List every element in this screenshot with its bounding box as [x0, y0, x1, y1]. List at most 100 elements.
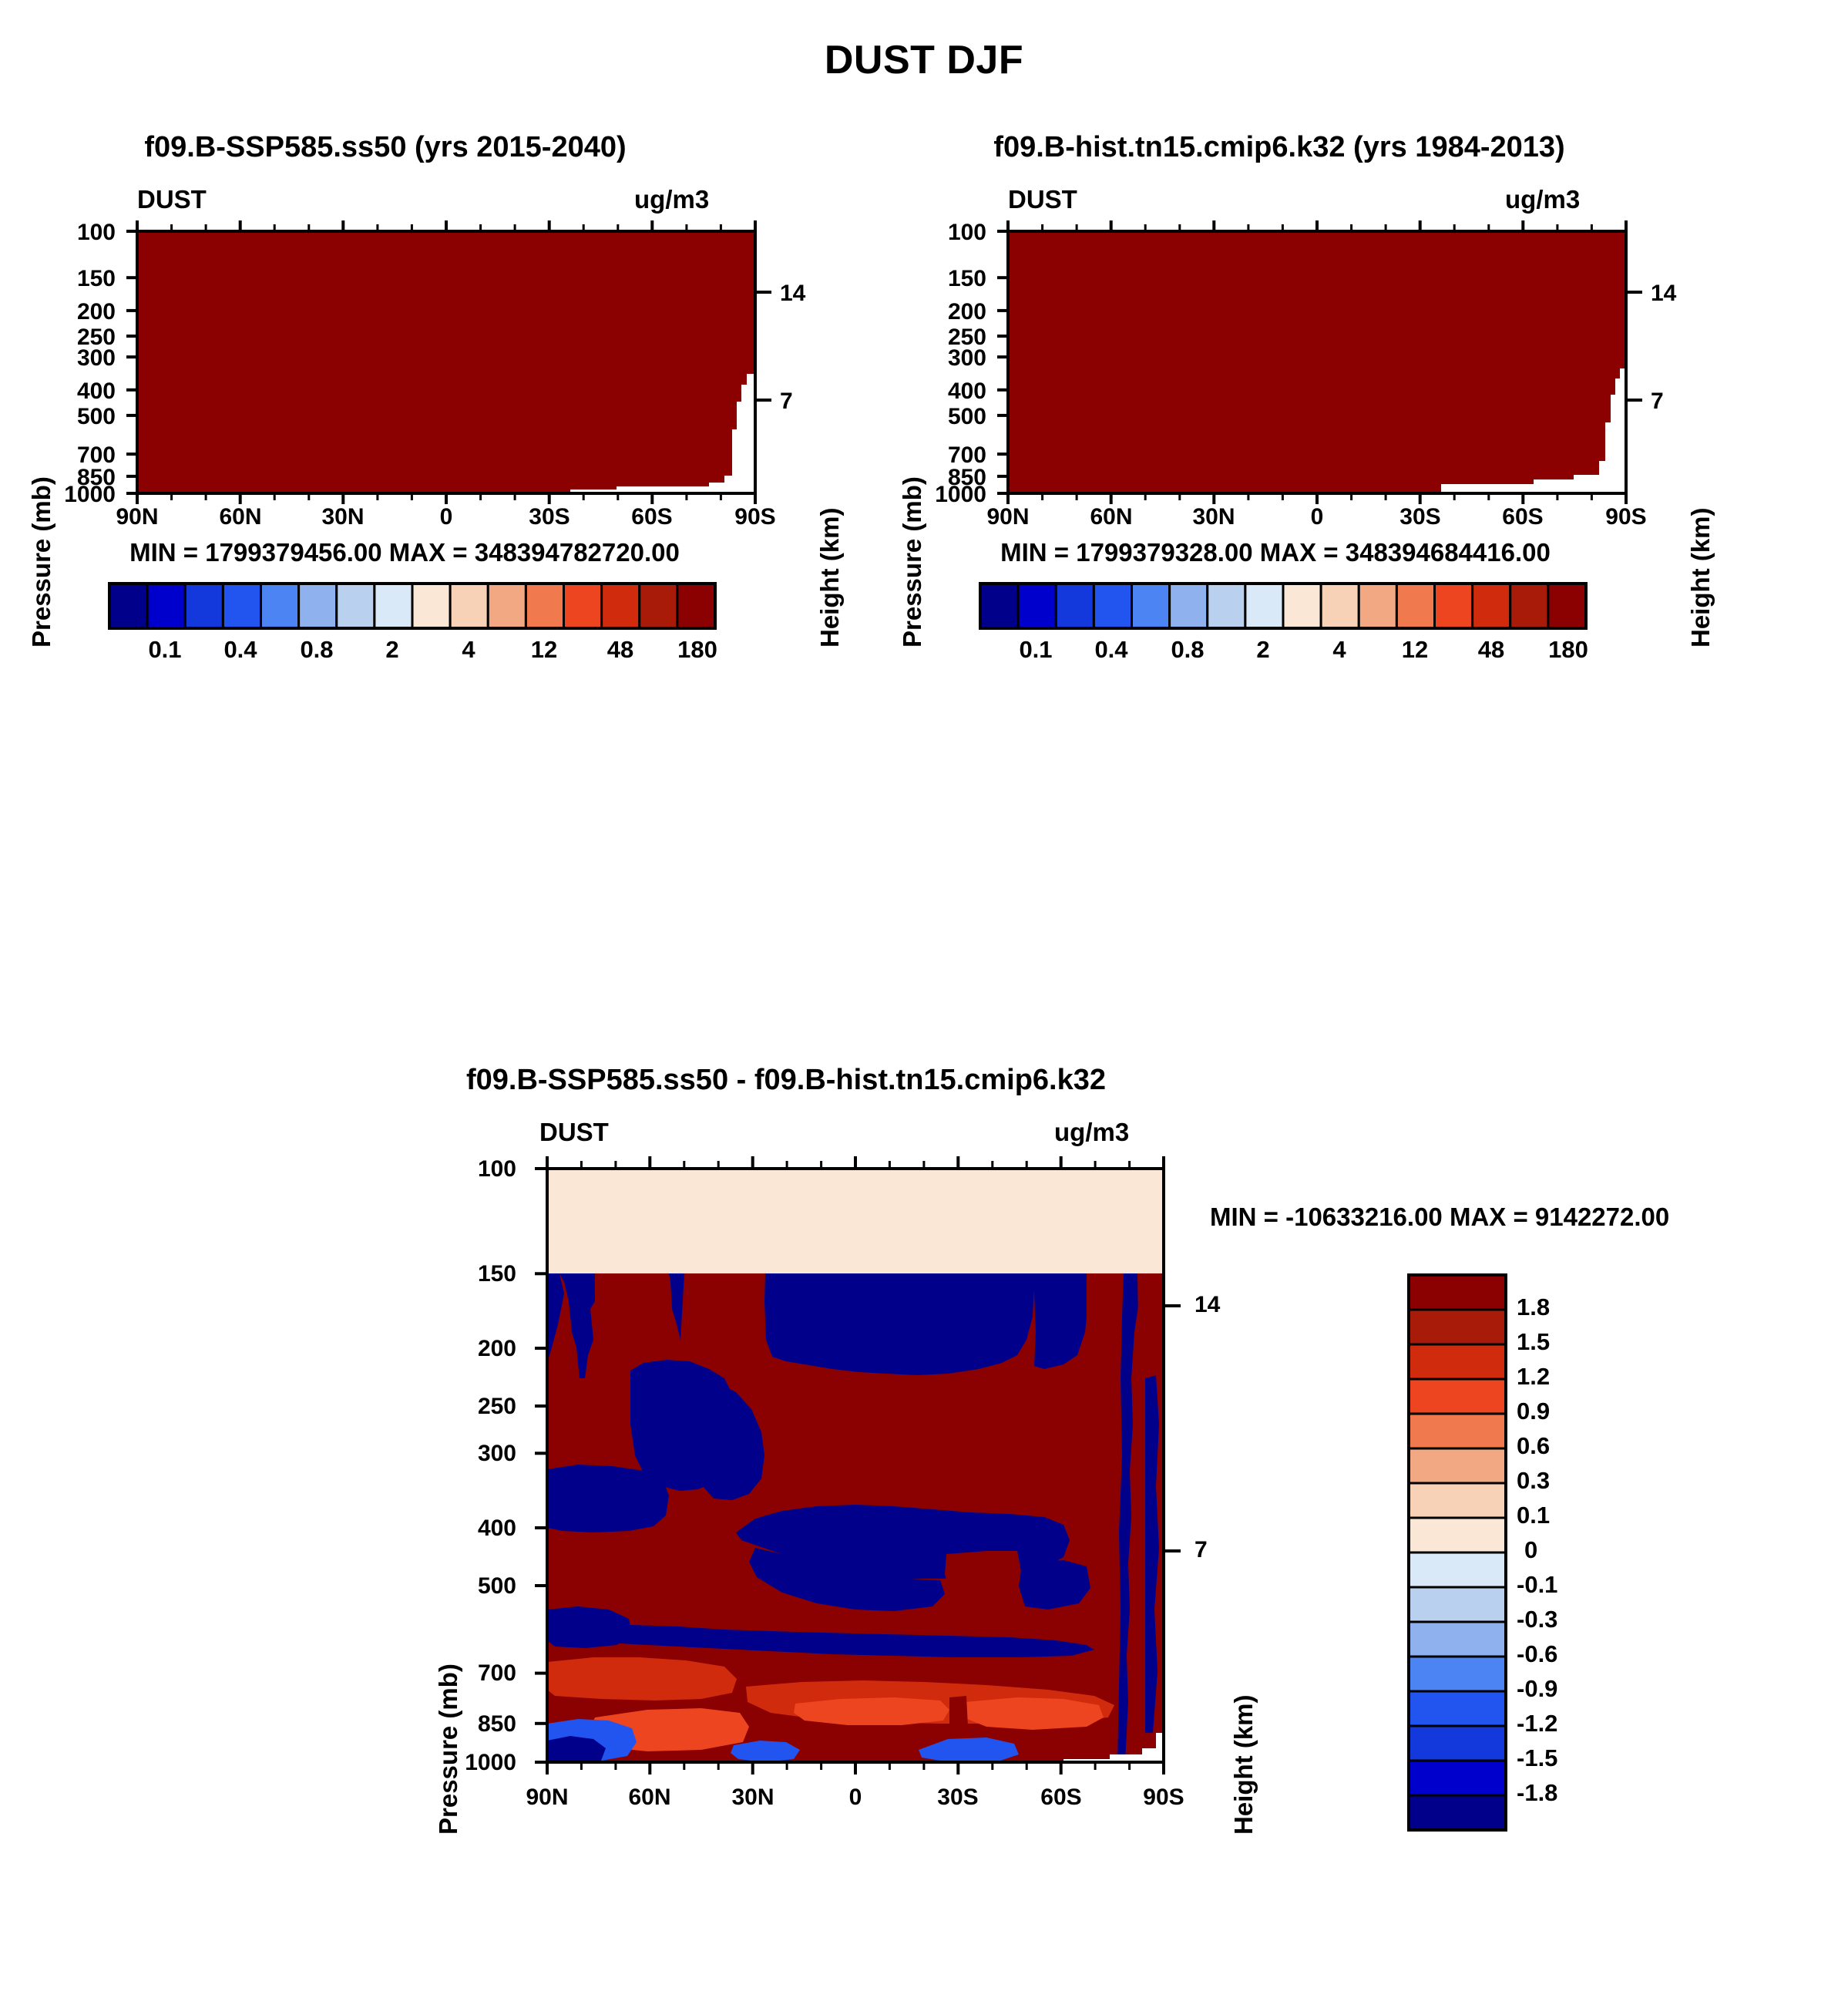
panel-bottom-diff-y2tick-0: 14 — [1194, 1292, 1221, 1317]
colorbar-cell — [1547, 582, 1588, 630]
panel-top-left-ytick-9: 1000 — [64, 482, 116, 507]
cbar-label: 0.3 — [1517, 1467, 1551, 1494]
panel-bottom-diff-ytick-1: 150 — [477, 1261, 516, 1287]
panel-top-left-ytick-0: 100 — [76, 220, 116, 245]
cbar-label: 1.8 — [1517, 1293, 1551, 1320]
colorbar-cell — [486, 582, 527, 630]
colorbar-cell — [146, 582, 186, 630]
panel-bottom-diff-xtick-4: 30S — [937, 1785, 979, 1810]
cbar-label: -1.2 — [1517, 1710, 1558, 1737]
colorbar-cell — [1407, 1343, 1507, 1381]
cbar-label: 1.5 — [1517, 1328, 1551, 1355]
colorbar-cell — [600, 582, 641, 630]
panel-bottom-diff-colorbar[interactable] — [1407, 1273, 1507, 1832]
panel-top-left-xtick-6: 90S — [734, 504, 776, 530]
colorbar-cell — [373, 582, 414, 630]
cbar-label: 0.4 — [1094, 636, 1128, 663]
panel-top-right-y2tick-1: 7 — [1651, 389, 1664, 414]
panel-top-right-corner-left: DUST — [1008, 185, 1077, 214]
panel-bottom-diff-ytick-9: 1000 — [465, 1750, 516, 1775]
panel-top-left-ytick-7: 700 — [76, 442, 116, 468]
cbar-label: 0.1 — [148, 636, 182, 663]
colorbar-cell — [979, 582, 1020, 630]
panel-bottom-diff-ytick-4: 300 — [477, 1441, 516, 1466]
colorbar-cell — [1407, 1794, 1507, 1832]
panel-top-right-ytick-0: 100 — [947, 220, 986, 245]
panel-top-left-ytick-8: 850 — [76, 465, 116, 490]
colorbar-cell — [563, 582, 603, 630]
panel-top-right-xtick-3: 0 — [1310, 504, 1324, 530]
cbar-label: 0.9 — [1517, 1398, 1551, 1425]
panel-top-left-title: f09.B-SSP585.ss50 (yrs 2015-2040) — [144, 131, 627, 163]
panel-top-left-xtick-5: 60S — [631, 504, 673, 530]
panel-top-right-xtick-0: 90N — [986, 504, 1030, 530]
cbar-label: 0 — [1524, 1536, 1538, 1563]
panel-top-right-xtick-6: 90S — [1605, 504, 1647, 530]
colorbar-cell — [449, 582, 489, 630]
cbar-label: 48 — [606, 636, 634, 663]
panel-bottom-diff-xtick-1: 60N — [628, 1785, 671, 1810]
colorbar-cell — [1357, 582, 1398, 630]
panel-top-left-ytick-3: 250 — [76, 325, 116, 350]
panel-bottom-diff-minmax: MIN = -10633216.00 MAX = 9142272.00 — [1210, 1203, 1670, 1231]
cbar-label: 4 — [1332, 636, 1346, 663]
cbar-label: 4 — [462, 636, 475, 663]
colorbar-cell — [1407, 1724, 1507, 1762]
panel-top-right-colorbar[interactable] — [979, 582, 1588, 630]
panel-top-left-ytick-5: 400 — [76, 378, 116, 404]
colorbar-cell — [1509, 582, 1550, 630]
colorbar-cell — [1407, 1378, 1507, 1415]
colorbar-cell — [524, 582, 566, 630]
panel-top-right-xtick-1: 60N — [1090, 504, 1133, 530]
panel-top-right-corner-right: ug/m3 — [1505, 185, 1581, 214]
panel-bottom-diff-xtick-5: 60S — [1040, 1785, 1082, 1810]
cbar-label: -0.3 — [1517, 1606, 1558, 1633]
panel-top-right-minmax: MIN = 1799379328.00 MAX = 348394684416.0… — [1000, 538, 1551, 567]
cbar-label: 2 — [1256, 636, 1270, 663]
colorbar-cell — [1407, 1482, 1507, 1519]
panel-top-left-corner-right: ug/m3 — [634, 185, 710, 214]
panel-top-left-y2tick-0: 14 — [780, 281, 806, 306]
colorbar-cell — [1407, 1516, 1507, 1554]
panel-bottom-diff-title: f09.B-SSP585.ss50 - f09.B-hist.tn15.cmip… — [465, 1064, 1107, 1096]
panel-top-right: f09.B-hist.tn15.cmip6.k32 (yrs 1984-2013… — [871, 116, 1848, 1041]
panel-bottom-diff-xtick-3: 0 — [848, 1785, 862, 1810]
panel-top-left-xtick-4: 30S — [529, 504, 570, 530]
panel-bottom-diff-ytick-5: 400 — [477, 1515, 516, 1541]
panel-top-left-colorbar[interactable] — [108, 582, 717, 630]
cbar-label: -0.1 — [1517, 1571, 1558, 1598]
panel-top-left-y2tick-1: 7 — [780, 389, 793, 414]
panel-top-right-xtick-4: 30S — [1399, 504, 1441, 530]
cbar-label: 12 — [1401, 636, 1429, 663]
panel-bottom-diff-corner-left: DUST — [539, 1118, 609, 1146]
colorbar-cell — [1471, 582, 1512, 630]
panel-bottom-diff-plot — [535, 1156, 1181, 1774]
colorbar-cell — [1282, 582, 1322, 630]
panel-top-left-xtick-3: 0 — [439, 504, 453, 530]
panel-bottom-diff-ytick-6: 500 — [477, 1573, 516, 1599]
panel-top-right-ytick-3: 250 — [947, 325, 986, 350]
panel-top-right-title: f09.B-hist.tn15.cmip6.k32 (yrs 1984-2013… — [993, 131, 1565, 163]
panel-top-right-ytick-8: 850 — [947, 465, 986, 490]
panel-top-left-ytick-1: 150 — [76, 266, 116, 291]
colorbar-cell — [1319, 582, 1360, 630]
colorbar-cell — [1433, 582, 1474, 630]
panel-top-right-ytick-6: 500 — [947, 404, 986, 429]
panel-top-right-xtick-2: 30N — [1192, 504, 1235, 530]
colorbar-cell — [1407, 1308, 1507, 1346]
panel-top-left: f09.B-SSP585.ss50 (yrs 2015-2040) DUST u… — [0, 116, 871, 1041]
panel-bottom-diff-ytick-8: 850 — [477, 1711, 516, 1737]
cbar-label: 48 — [1477, 636, 1505, 663]
panel-bottom-diff-ytick-3: 250 — [477, 1394, 516, 1419]
panel-top-left-ytick-4: 300 — [76, 345, 116, 371]
colorbar-cell — [1092, 582, 1134, 630]
cbar-label: 180 — [1548, 636, 1588, 663]
colorbar-cell — [1407, 1759, 1507, 1797]
panel-top-right-y2tick-0: 14 — [1651, 281, 1677, 306]
panel-top-right-ytick-7: 700 — [947, 442, 986, 468]
colorbar-cell — [638, 582, 679, 630]
panel-top-left-ytick-6: 500 — [76, 404, 116, 429]
panel-top-right-ytick-9: 1000 — [935, 482, 986, 507]
panel-bottom-diff-corner-right: ug/m3 — [1054, 1118, 1130, 1146]
panel-top-left-plot — [126, 220, 771, 504]
